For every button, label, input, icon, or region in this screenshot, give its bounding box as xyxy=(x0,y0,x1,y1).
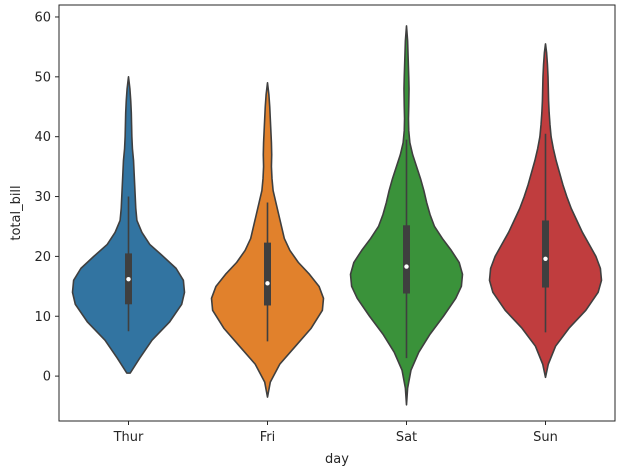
x-tick-label-fri: Fri xyxy=(260,430,276,445)
y-axis-label: total_bill xyxy=(9,185,24,240)
x-tick-label-sun: Sun xyxy=(533,430,558,445)
iqr-box-fri xyxy=(264,242,271,306)
x-tick-label-thur: Thur xyxy=(113,430,144,445)
y-tick-label: 50 xyxy=(34,70,51,85)
x-axis-label: day xyxy=(325,452,349,467)
y-axis: 0 10 20 30 40 50 60 xyxy=(34,10,59,385)
violins-layer xyxy=(71,25,603,406)
y-tick-label: 60 xyxy=(34,10,51,25)
y-tick-label: 10 xyxy=(34,310,51,325)
median-dot-sun xyxy=(543,256,548,261)
plot-frame xyxy=(58,4,616,422)
iqr-box-sat xyxy=(403,225,410,294)
y-tick-label: 30 xyxy=(34,190,51,205)
x-tick-label-sat: Sat xyxy=(396,430,417,445)
y-tick-label: 40 xyxy=(34,130,51,145)
iqr-box-sun xyxy=(542,220,549,288)
y-tick-label: 0 xyxy=(43,370,51,385)
x-axis: Thur Fri Sat Sun xyxy=(113,421,558,445)
median-dot-sat xyxy=(404,264,409,269)
median-dot-fri xyxy=(265,281,270,286)
median-dot-thur xyxy=(126,276,131,282)
y-tick-label: 20 xyxy=(34,250,51,265)
